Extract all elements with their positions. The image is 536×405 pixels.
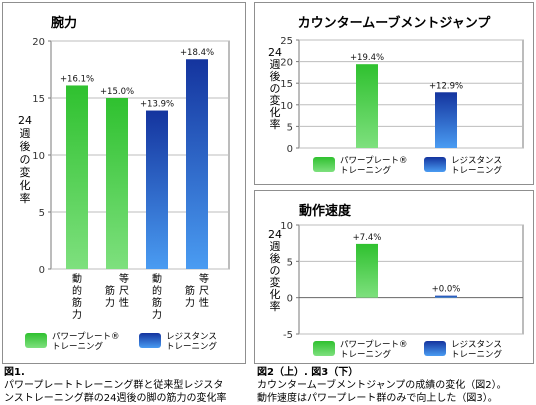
y-tick-label: 0: [287, 294, 293, 305]
legend-swatch: [313, 157, 335, 172]
data-label: +18.4%: [180, 48, 214, 58]
x-tick-label: 動的筋力: [152, 272, 162, 321]
bar: [146, 110, 168, 269]
y-axis-label: 24 週後の変化率: [268, 46, 282, 131]
figure-2-3-caption-line: 動作速度はパワープレート群のみで向上した（図3）。: [257, 393, 498, 404]
legend-swatch: [139, 333, 161, 348]
bar: [186, 59, 208, 269]
y-tick-label: 15: [32, 94, 45, 105]
legend-label: レジスタンストレーニング: [451, 156, 503, 176]
countermovement-jump-chart: カウンタームーブメントジャンプ 24 週後の変化率 0 5 10 15 20 25 +19.4% +…: [268, 15, 524, 176]
legend-swatch: [424, 157, 446, 172]
data-label: +15.0%: [100, 87, 134, 97]
figure-1-caption: 図1. パワープレートトレーニング群と従来型レジスタ ンストレーニング群の24週…: [4, 366, 227, 405]
cmj-chart-panel: カウンタームーブメントジャンプ 24 週後の変化率 0 5 10 15 20 25 +19.4% +…: [254, 2, 534, 185]
legend-label: パワープレート®トレーニング: [340, 156, 408, 176]
y-tick-label: 0: [287, 144, 293, 155]
chart-title: 腕力: [51, 15, 77, 31]
data-label: +19.4%: [350, 53, 384, 63]
legend-swatch: [424, 341, 446, 356]
bar: [106, 98, 128, 269]
figure-2-3-caption-heading: 図2（上）. 図3（下）: [257, 367, 359, 378]
y-tick-label: 15: [280, 79, 293, 90]
y-tick-label: -5: [283, 330, 293, 341]
arm-strength-chart: 腕力 24 週後の変化率 0 5 10 15 20 +16.1% +15.0% +13.9% +18.…: [18, 15, 230, 352]
data-label: +16.1%: [60, 74, 94, 84]
figure-2-3-caption-line: カウンタームーブメントジャンプの成績の変化（図2）。: [257, 380, 507, 391]
y-tick-label: 20: [280, 58, 293, 69]
legend-swatch: [25, 333, 47, 348]
figure-1-caption-heading: 図1.: [4, 367, 25, 378]
data-label: +13.9%: [140, 100, 174, 110]
y-tick-label: 10: [280, 221, 293, 232]
bar: [356, 243, 378, 298]
x-tick-label: 等尺性筋力: [105, 272, 129, 309]
y-tick-label: 5: [287, 257, 293, 268]
y-tick-label: 25: [280, 36, 293, 47]
y-tick-label: 10: [32, 151, 45, 162]
legend-swatch: [313, 341, 335, 356]
plot-area: [298, 39, 524, 149]
figure-2-3-caption: 図2（上）. 図3（下） カウンタームーブメントジャンプの成績の変化（図2）。 …: [257, 366, 507, 405]
bar: [435, 295, 457, 298]
chart-title: カウンタームーブメントジャンプ: [298, 15, 492, 31]
data-label: +0.0%: [432, 285, 461, 295]
y-tick-label: 5: [39, 208, 45, 219]
legend-label: レジスタンストレーニング: [451, 340, 503, 360]
y-tick-label: 0: [39, 265, 45, 276]
movement-speed-chart: 動作速度 24 週後の変化率 -5 0 5 10 +7.4% +0.0% パワープレート®トレーニ…: [268, 203, 524, 360]
data-label: +7.4%: [353, 233, 382, 243]
y-axis-label: 24 週後の変化率: [268, 228, 282, 313]
arm-strength-chart-panel: 腕力 24 週後の変化率 0 5 10 15 20 +16.1% +15.0% +13.9% +18.…: [2, 2, 246, 364]
y-axis-label: 24 週後の変化率: [18, 114, 32, 205]
legend-label: レジスタンストレーニング: [166, 332, 218, 352]
movement-speed-chart-panel: 動作速度 24 週後の変化率 -5 0 5 10 +7.4% +0.0% パワープレート®トレーニ…: [254, 190, 534, 364]
y-tick-label: 10: [280, 101, 293, 112]
chart-title: 動作速度: [299, 203, 352, 219]
y-tick-label: 20: [32, 37, 45, 48]
bar: [435, 92, 457, 148]
x-tick-label: 等尺性筋力: [185, 272, 209, 309]
y-tick-label: 5: [287, 122, 293, 133]
bar: [356, 64, 378, 148]
data-label: +12.9%: [429, 81, 463, 91]
bar: [66, 85, 88, 270]
x-tick-label: 動的筋力: [72, 272, 82, 321]
legend-label: パワープレート®トレーニング: [52, 332, 120, 352]
figure-1-caption-line: ンストレーニング群の24週後の脚の筋力の変化率: [4, 393, 227, 404]
figure-1-caption-line: パワープレートトレーニング群と従来型レジスタ: [4, 380, 224, 391]
legend-label: パワープレート®トレーニング: [340, 340, 408, 360]
plot-area: [298, 224, 524, 335]
